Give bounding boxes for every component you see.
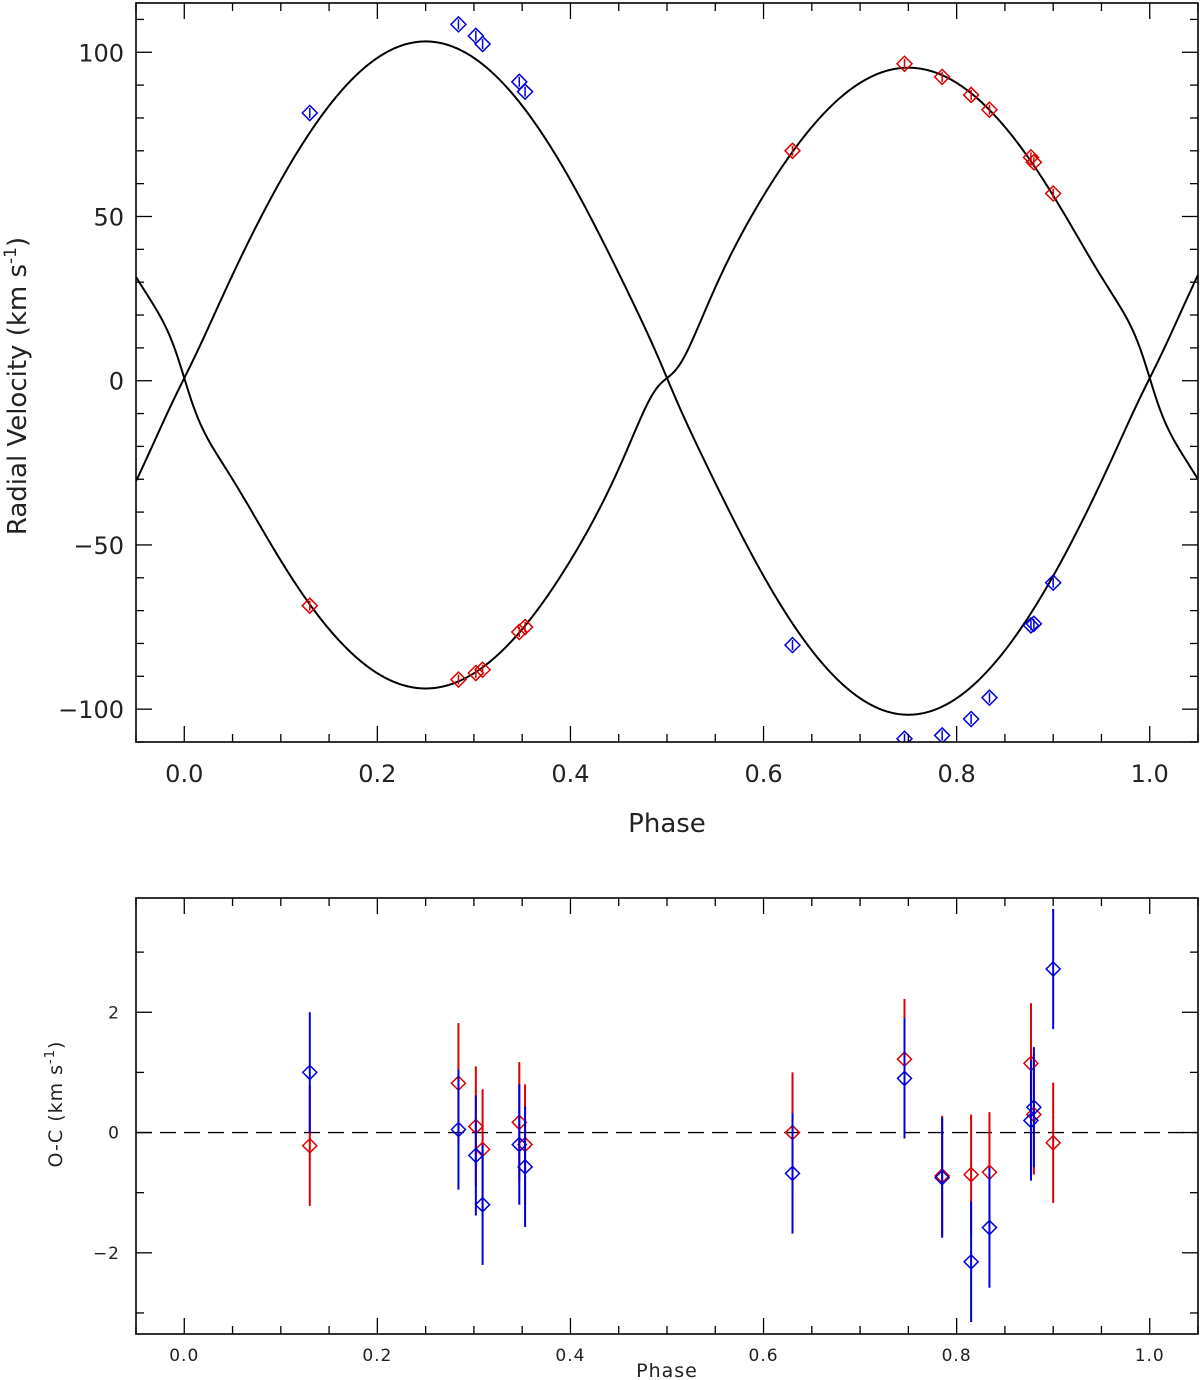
rv-y-tick-labels: −100 −50 0 50 100 — [58, 39, 124, 724]
secondary-rv-point — [467, 664, 485, 682]
rv-plot-frame — [135, 2, 1199, 743]
primary-rv-point — [783, 636, 802, 654]
residuals-x-tick-label: 0.6 — [749, 1346, 779, 1366]
primary-residual-points — [301, 908, 1062, 1322]
rv-y-tick-label: 100 — [78, 39, 124, 67]
residuals-panel: 0.0 0.2 0.4 0.6 0.8 1.0 −2 0 2 Phase O-C (km s-… — [43, 897, 1199, 1380]
residuals-y-tick-label: 0 — [108, 1124, 120, 1144]
secondary-rv-point — [980, 101, 999, 119]
secondary-rv-point — [301, 597, 319, 615]
primary-rv-point — [1044, 574, 1062, 592]
rv-x-tick-label: 1.0 — [1131, 760, 1169, 788]
secondary-rv-point — [1044, 184, 1062, 203]
residuals-data — [136, 908, 1198, 1322]
primary-residual-point — [301, 1064, 318, 1081]
primary-rv-point — [301, 104, 319, 122]
secondary-rv-point — [962, 86, 980, 104]
primary-residual-point — [896, 1070, 913, 1087]
rv-x-tick-label: 0.8 — [938, 760, 976, 788]
primary-residual-point — [511, 1136, 528, 1153]
residuals-x-tick-label: 0.0 — [169, 1346, 199, 1366]
primary-rv-point — [933, 726, 951, 742]
rv-x-tick-label: 0.2 — [358, 760, 396, 788]
primary-residual-point — [981, 1219, 998, 1236]
residuals-y-tick-labels: −2 0 2 — [93, 1003, 120, 1264]
primary-residual-point — [1045, 960, 1062, 978]
rv-x-tick-labels: 0.0 0.2 0.4 0.6 0.8 1.0 — [165, 760, 1169, 788]
secondary-residual-point — [1045, 1134, 1062, 1151]
secondary-rv-point — [895, 55, 914, 73]
residuals-x-tick-label: 0.4 — [555, 1346, 585, 1366]
rv-y-axis-title: Radial Velocity (km s-1) — [1, 237, 33, 535]
rv-y-tick-label: 50 — [93, 203, 124, 231]
secondary-residual-points — [301, 999, 1062, 1236]
residuals-x-tick-label: 0.2 — [362, 1346, 392, 1366]
residuals-x-tick-label: 1.0 — [1135, 1346, 1165, 1366]
primary-residual-point — [474, 1196, 491, 1213]
secondary-rv-point — [510, 623, 528, 641]
rv-y-tick-label: −50 — [73, 532, 124, 560]
secondary-rv-point — [474, 661, 492, 679]
primary-rv-point — [895, 730, 914, 742]
primary-residual-point — [934, 1169, 951, 1186]
primary-rv-points — [301, 15, 1062, 742]
residuals-y-axis-title: O-C (km s-1) — [43, 1041, 67, 1168]
rv-x-tick-label: 0.4 — [551, 760, 589, 788]
primary-residual-point — [450, 1121, 467, 1138]
primary-rv-point — [1022, 616, 1040, 634]
rv-x-tick-label: 0.0 — [165, 760, 203, 788]
secondary-rv-point — [516, 618, 534, 636]
primary-residual-point — [1025, 1099, 1042, 1116]
rv-x-tick-label: 0.6 — [744, 760, 782, 788]
residuals-y-tick-label: 2 — [108, 1003, 120, 1023]
primary-residual-point — [517, 1158, 534, 1175]
primary-rv-point — [962, 710, 980, 728]
secondary-rv-point — [449, 671, 468, 689]
secondary-rv-point — [1022, 148, 1040, 166]
rv-axis-ticks — [135, 3, 1199, 743]
residuals-x-axis-title: Phase — [636, 1360, 698, 1380]
primary-rv-point — [1025, 615, 1043, 633]
secondary-residual-point — [301, 1137, 318, 1154]
primary-residual-point — [1022, 1112, 1040, 1129]
primary-residual-point — [963, 1253, 980, 1270]
primary-rv-point — [474, 35, 492, 53]
rv-panel: 0.0 0.2 0.4 0.6 0.8 1.0 −100 −50 0 50 100 Phase R… — [1, 2, 1199, 839]
secondary-rv-point — [783, 142, 802, 160]
primary-rv-point — [516, 83, 534, 101]
primary-residual-point — [784, 1165, 801, 1182]
residuals-x-tick-labels: 0.0 0.2 0.4 0.6 0.8 1.0 — [169, 1346, 1165, 1366]
rv-model-curves — [136, 15, 1198, 742]
secondary-rv-points — [301, 55, 1062, 689]
secondary-rv-point — [1025, 153, 1043, 171]
secondary-rv-point — [933, 68, 951, 86]
residuals-y-tick-label: −2 — [93, 1244, 120, 1264]
residuals-axis-ticks — [135, 898, 1199, 1334]
primary-rv-point — [449, 15, 468, 33]
secondary-model-curve — [136, 66, 1198, 690]
primary-residual-point — [467, 1147, 484, 1164]
secondary-residual-point — [963, 1166, 980, 1183]
rv-x-axis-title: Phase — [628, 809, 706, 839]
residuals-x-tick-label: 0.8 — [942, 1346, 972, 1366]
rv-y-tick-label: −100 — [58, 696, 124, 724]
primary-rv-point — [980, 689, 999, 707]
rv-y-tick-label: 0 — [109, 368, 124, 396]
